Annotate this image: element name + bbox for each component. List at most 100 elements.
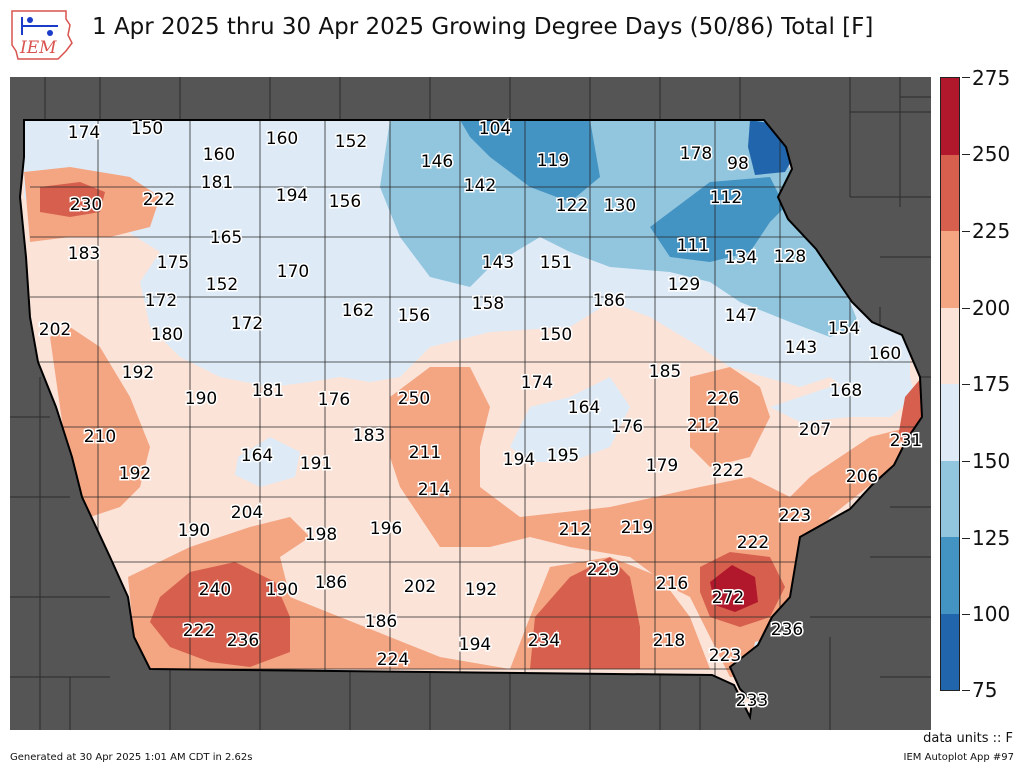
colorbar-band-200-225 [941,231,959,308]
station-value-label: 212 [687,416,719,436]
station-value-label: 170 [277,262,309,282]
station-value-label: 164 [241,446,273,466]
station-value-label: 272 [712,588,744,608]
contour-100 [460,120,600,202]
station-value-label: 150 [131,119,163,139]
station-value-label: 190 [266,580,298,600]
station-value-label: 176 [611,417,643,437]
svg-text:IEM: IEM [19,38,57,58]
colorbar-band-250-275 [941,78,959,155]
station-value-label: 186 [365,612,397,632]
station-value-label: 104 [479,119,511,139]
station-value-label: 164 [568,398,600,418]
contour-150-west-spot [235,437,300,487]
station-value-label: 234 [528,631,560,651]
station-value-label: 165 [210,228,242,248]
station-value-label: 216 [656,574,688,594]
colorbar-tick [962,690,970,691]
station-value-label: 179 [646,456,678,476]
station-value-label: 183 [353,426,385,446]
station-value-label: 176 [318,390,350,410]
map-title: 1 Apr 2025 thru 30 Apr 2025 Growing Degr… [92,14,874,40]
station-value-label: 156 [398,306,430,326]
station-value-label: 218 [653,631,685,651]
station-value-label: 160 [266,129,298,149]
station-value-label: 158 [472,294,504,314]
station-value-label: 152 [335,132,367,152]
station-value-label: 162 [342,301,374,321]
station-value-label: 192 [465,580,497,600]
station-value-label: 222 [712,461,744,481]
colorbar-band-175-200 [941,307,959,384]
colorbar-label-225: 225 [972,219,1011,243]
station-value-label: 151 [540,253,572,273]
generated-timestamp: Generated at 30 Apr 2025 1:01 AM CDT in … [10,752,253,763]
station-value-label: 186 [593,291,625,311]
station-value-label: 181 [201,173,233,193]
colorbar-tick [962,614,970,615]
colorbar-tick [962,308,970,309]
station-value-label: 134 [725,248,757,268]
station-value-label: 168 [830,381,862,401]
colorbar-band-150-175 [941,384,959,461]
station-value-label: 174 [521,373,553,393]
colorbar-label-125: 125 [972,526,1011,550]
station-value-label: 143 [785,338,817,358]
station-value-label: 223 [779,506,811,526]
station-value-label: 250 [398,389,430,409]
autoplot-app-label: IEM Autoplot App #97 [903,752,1014,763]
station-value-label: 233 [736,691,768,711]
station-value-label: 130 [604,196,636,216]
contour-150-east [770,377,915,422]
station-value-label: 240 [199,580,231,600]
station-value-label: 160 [869,344,901,364]
station-value-label: 194 [276,186,308,206]
station-value-label: 202 [39,320,71,340]
contour-150-central [510,377,630,462]
station-value-label: 223 [709,646,741,666]
station-value-label: 160 [203,145,235,165]
contour-225-nw [40,182,105,217]
contour-200-east-mid [690,367,770,467]
station-value-label: 236 [227,631,259,651]
station-value-label: 122 [556,196,588,216]
colorbar-tick [962,77,970,78]
station-value-label: 195 [547,446,579,466]
colorbar-tick [962,231,970,232]
station-value-label: 129 [668,275,700,295]
station-value-label: 236 [771,620,803,640]
station-value-label: 229 [587,560,619,580]
contour-250-se [710,565,758,612]
colorbar-label-200: 200 [972,296,1011,320]
contour-125 [380,120,860,337]
colorbar-band-225-250 [941,154,959,231]
station-value-label: 147 [725,306,757,326]
station-value-label: 194 [503,450,535,470]
colorbar [940,77,960,691]
station-value-label: 128 [774,247,806,267]
station-value-label: 196 [370,519,402,539]
station-value-label: 194 [459,635,491,655]
contour-225-south [530,557,640,669]
colorbar-label-75: 75 [972,678,998,702]
station-value-label: 207 [799,420,831,440]
station-value-label: 198 [305,525,337,545]
station-value-label: 112 [710,188,742,208]
station-value-label: 172 [231,314,263,334]
colorbar-label-100: 100 [972,602,1011,626]
station-value-label: 150 [540,325,572,345]
colorbar-tick [962,538,970,539]
station-value-label: 210 [84,427,116,447]
station-value-label: 185 [649,362,681,382]
colorbar-band-75-100 [941,613,959,690]
station-value-label: 231 [890,431,922,451]
station-value-label: 219 [621,518,653,538]
station-value-label: 156 [329,192,361,212]
station-value-label: 192 [119,464,151,484]
station-value-label: 190 [185,389,217,409]
colorbar-label-275: 275 [972,66,1011,90]
station-value-label: 152 [206,275,238,295]
station-value-label: 224 [377,650,409,670]
station-value-label: 175 [157,253,189,273]
contour-225-sw [150,562,290,667]
